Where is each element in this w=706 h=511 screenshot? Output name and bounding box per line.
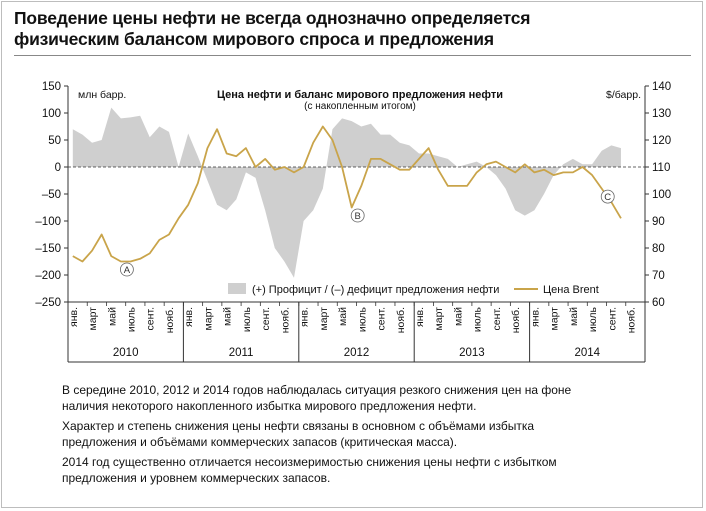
x-month-label: май (337, 307, 349, 326)
x-month-label: сент. (606, 307, 618, 330)
note-3: 2014 год существенно отличается несоизме… (62, 454, 682, 486)
chart-subtitle: (с накопленным итогом) (304, 101, 416, 112)
note-2: Характер и степень снижения цены нефти с… (62, 418, 682, 450)
x-month-label: нояб. (626, 307, 638, 333)
x-month-label: сент. (260, 307, 272, 330)
x-month-label: март (318, 307, 330, 331)
x-month-label: сент. (145, 307, 157, 330)
x-month-label: март (433, 307, 445, 331)
y-right-tick-label: 70 (652, 270, 665, 282)
x-month-label: нояб. (279, 307, 291, 333)
note-1-line1: В середине 2010, 2012 и 2014 годов наблю… (62, 383, 572, 397)
x-month-label: май (222, 307, 234, 326)
note-1-line2: наличия некоторого накопленного избытка … (62, 399, 477, 413)
y-right-label: $/барр. (606, 89, 641, 101)
y-right-tick-label: 130 (652, 108, 671, 120)
x-month-label: янв. (183, 307, 195, 327)
x-month-label: март (202, 307, 214, 331)
x-month-label: май (568, 307, 580, 326)
note-1: В середине 2010, 2012 и 2014 годов наблю… (62, 382, 682, 414)
x-year-label: 2013 (459, 347, 485, 359)
oil-price-chart: 150 100 50 0 –50 –100 –150 –200 –250 140 130 120 110… (35, 81, 671, 363)
y-left-tick-label: –200 (35, 270, 61, 282)
y-left-tick-label: 0 (55, 162, 61, 174)
x-month-label: июль (241, 306, 253, 332)
x-month-label: нояб. (164, 307, 176, 333)
x-month-label: май (106, 307, 118, 326)
note-3-line1: 2014 год существенно отличается несоизме… (62, 455, 557, 469)
x-month-label: сент. (491, 307, 503, 330)
marker-circle-b (350, 208, 365, 223)
y-right-tick-label: 140 (652, 81, 671, 93)
note-2-line1: Характер и степень снижения цены нефти с… (62, 419, 535, 433)
marker-circle-a (119, 262, 134, 277)
marker-label-c: C (604, 192, 611, 203)
y-right-tick-label: 110 (652, 162, 670, 174)
x-month-label: янв. (529, 307, 541, 327)
x-month-label: май (452, 307, 464, 326)
x-month-label: июль (356, 306, 368, 332)
x-month-label: сент. (376, 307, 388, 330)
x-month-label: янв. (414, 307, 426, 327)
note-3-line2: предложения и уровнем коммерческих запас… (62, 471, 331, 485)
brent-price-line (72, 125, 622, 263)
x-month-label: июль (587, 306, 599, 332)
y-left-tick-label: 100 (42, 108, 61, 120)
x-month-label: март (549, 307, 561, 331)
marker-label-a: A (124, 265, 131, 276)
legend-area-swatch (228, 283, 246, 294)
y-right-tick-label: 90 (652, 216, 665, 228)
y-right-tick-label: 100 (652, 189, 671, 201)
headline-line1: Поведение цены нефти не всегда однозначн… (14, 8, 531, 28)
x-month-label: июль (126, 306, 138, 332)
y-left-label: млн барр. (78, 89, 126, 101)
headline-divider (14, 55, 691, 56)
x-month-label: янв. (68, 307, 80, 327)
note-2-line2: предложения и объёмами коммерческих запа… (62, 435, 458, 449)
y-left-tick-label: –50 (42, 189, 61, 201)
x-month-label: март (87, 307, 99, 331)
x-year-label: 2010 (113, 347, 139, 359)
legend-area-label: (+) Профицит / (–) дефицит предложения н… (252, 284, 499, 296)
x-month-label: нояб. (510, 307, 522, 333)
x-month-label: июль (472, 306, 484, 332)
y-left-tick-label: –150 (35, 243, 61, 255)
x-month-label: нояб. (395, 307, 407, 333)
legend-line-label: Цена Brent (543, 284, 599, 296)
x-month-label: янв. (299, 307, 311, 327)
y-right-tick-label: 80 (652, 243, 665, 255)
marker-label-b: B (355, 211, 361, 222)
y-left-tick-label: 50 (48, 135, 61, 147)
y-left-tick-label: 150 (42, 81, 61, 93)
notes: В середине 2010, 2012 и 2014 годов наблю… (62, 382, 682, 490)
x-year-label: 2011 (229, 347, 254, 359)
y-left-tick-label: –100 (35, 216, 61, 228)
y-right-tick-label: 60 (652, 297, 665, 309)
x-year-label: 2014 (575, 347, 601, 359)
marker-circle-c (600, 189, 615, 204)
x-year-label: 2012 (344, 347, 370, 359)
headline-line2: физическим балансом мирового спроса и пр… (14, 29, 494, 49)
y-right-tick-label: 120 (652, 135, 671, 147)
y-left-tick-label: –250 (35, 297, 61, 309)
chart-title: Цена нефти и баланс мирового предложения… (217, 89, 503, 101)
balance-area (72, 107, 621, 278)
headline: Поведение цены нефти не всегда однозначн… (14, 8, 694, 50)
